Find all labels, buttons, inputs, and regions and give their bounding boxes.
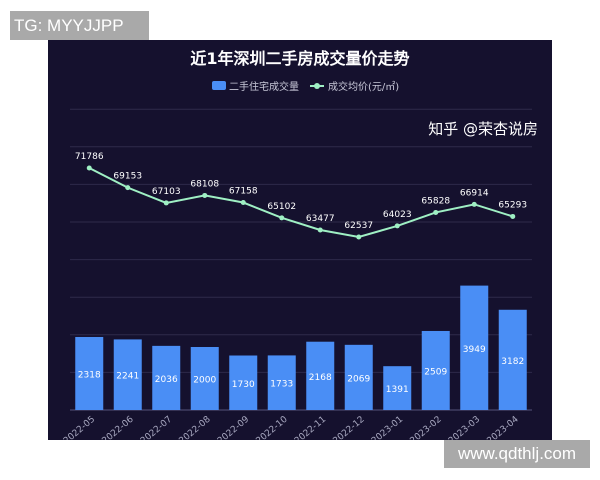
bar <box>267 355 296 410</box>
bar <box>152 345 181 410</box>
price-value-label: 62537 <box>344 221 373 231</box>
x-tick-label: 2022-12 <box>331 415 366 440</box>
bar-value-label: 1730 <box>232 380 255 390</box>
price-value-label: 64023 <box>383 210 412 220</box>
x-tick-label: 2023-02 <box>408 415 443 440</box>
bar <box>75 336 104 410</box>
price-value-label: 65102 <box>267 202 296 212</box>
x-tick-label: 2022-10 <box>254 414 289 440</box>
legend-line-marker <box>314 83 320 89</box>
price-point <box>163 200 169 206</box>
bar <box>113 339 142 410</box>
price-line <box>88 167 514 239</box>
bar-value-label: 1733 <box>270 380 293 390</box>
price-point <box>86 165 92 171</box>
price-value-label: 63477 <box>306 214 335 224</box>
bar <box>383 366 412 410</box>
bar-value-label: 2000 <box>193 376 216 386</box>
price-point <box>279 215 285 221</box>
price-value-label: 69153 <box>113 172 142 182</box>
legend: 二手住宅成交量 成交均价(元/㎡) <box>212 80 399 93</box>
bar <box>421 330 450 410</box>
legend-bar-swatch <box>212 81 226 90</box>
price-point <box>125 185 131 191</box>
price-point <box>471 201 477 207</box>
bar <box>344 344 373 410</box>
price-value-label: 67158 <box>229 187 258 197</box>
price-value-label: 67103 <box>152 187 181 197</box>
bar-value-label: 2168 <box>309 373 332 383</box>
bar-value-label: 2241 <box>116 372 139 382</box>
price-point <box>510 213 516 219</box>
bar <box>190 347 219 410</box>
bar-value-label: 2318 <box>78 370 101 380</box>
legend-label-volume: 二手住宅成交量 <box>229 80 299 93</box>
chart-panel: 近1年深圳二手房成交量价走势 二手住宅成交量 成交均价(元/㎡) 2318 224… <box>48 40 552 446</box>
price-value-label: 71786 <box>75 152 104 162</box>
bar-value-label: 3949 <box>463 345 486 355</box>
price-point <box>394 223 400 229</box>
source-watermark: 知乎 @荣杏说房 <box>428 120 538 138</box>
price-value-label: 65293 <box>498 200 527 210</box>
x-tick-label: 2022-07 <box>139 415 174 440</box>
price-point <box>356 234 362 240</box>
price-point <box>240 200 246 206</box>
chart-title: 近1年深圳二手房成交量价走势 <box>190 49 409 68</box>
bar-value-label: 1391 <box>386 385 409 395</box>
x-tick-label: 2023-04 <box>485 414 520 440</box>
x-tick-label: 2023-01 <box>370 415 405 440</box>
bar <box>498 309 527 410</box>
bar-value-label: 3182 <box>501 357 524 367</box>
bottom-watermark: www.qdthlj.com <box>444 440 590 468</box>
x-tick-label: 2022-11 <box>293 415 328 440</box>
x-tick-label: 2022-06 <box>100 414 135 440</box>
bar-value-label: 2069 <box>347 374 370 384</box>
bar <box>306 341 335 410</box>
x-tick-label: 2022-05 <box>62 415 97 440</box>
top-watermark: TG: MYYJJPP <box>10 11 149 40</box>
bar-value-label: 2036 <box>155 375 178 385</box>
price-point <box>317 227 323 233</box>
bar <box>229 355 258 410</box>
bar <box>460 285 489 410</box>
price-point <box>202 192 208 198</box>
x-tick-label: 2022-08 <box>177 414 212 440</box>
price-value-label: 66914 <box>460 188 489 198</box>
legend-label-price: 成交均价(元/㎡) <box>328 80 399 93</box>
price-value-label: 68108 <box>190 179 219 189</box>
price-value-label: 65828 <box>421 196 450 206</box>
bar-value-label: 2509 <box>424 367 447 377</box>
x-tick-label: 2023-03 <box>447 415 482 440</box>
x-tick-label: 2022-09 <box>216 414 251 440</box>
price-point <box>433 209 439 215</box>
chart: 近1年深圳二手房成交量价走势 二手住宅成交量 成交均价(元/㎡) 2318 224… <box>62 49 538 446</box>
